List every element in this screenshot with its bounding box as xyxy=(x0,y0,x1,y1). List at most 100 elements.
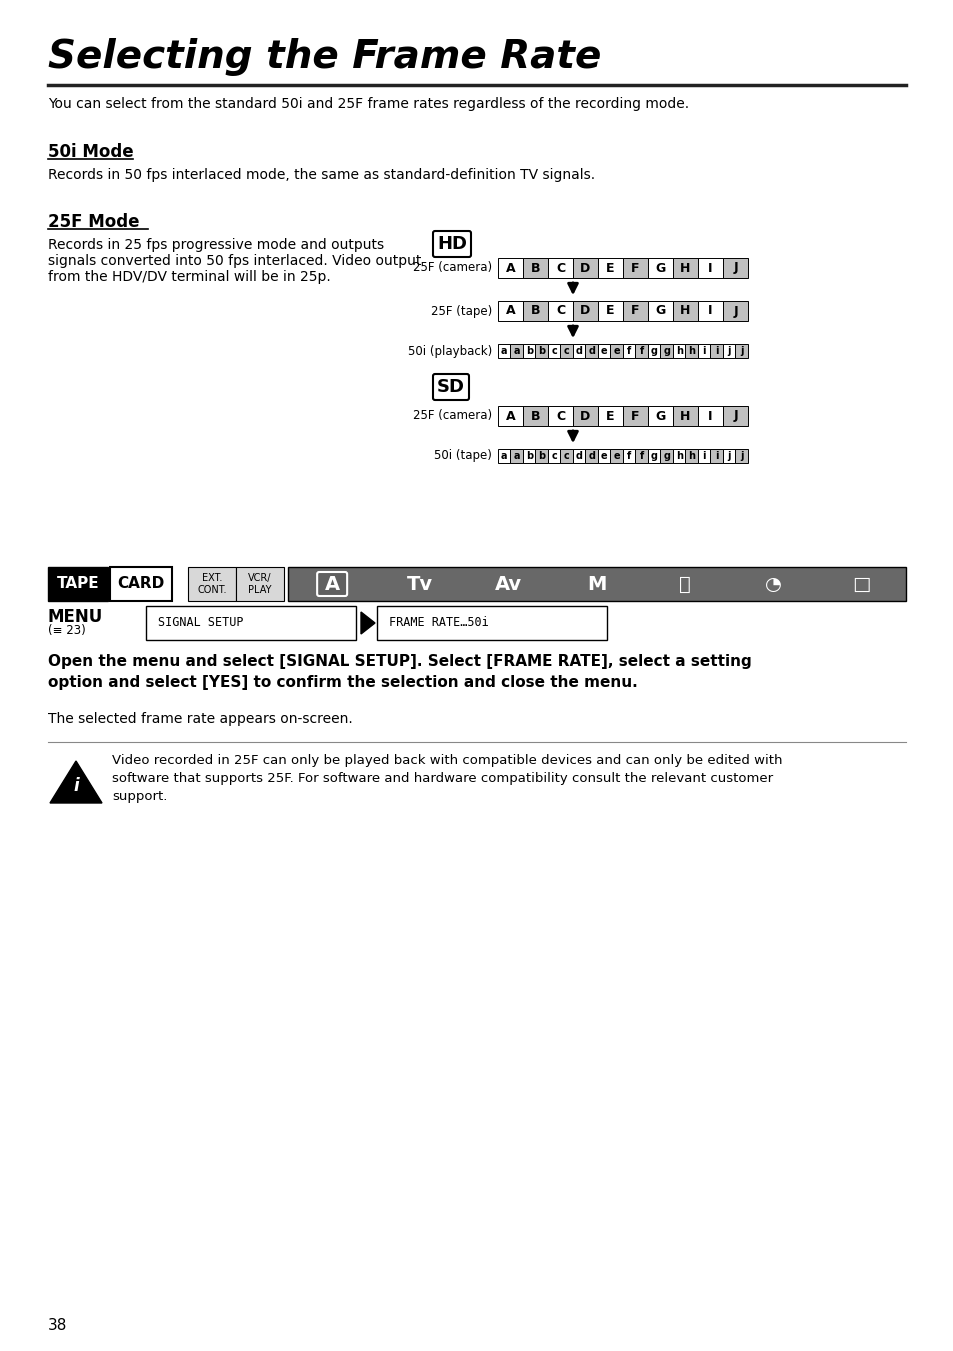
Text: SD: SD xyxy=(436,378,464,396)
Text: ⛰: ⛰ xyxy=(679,574,690,593)
Text: E: E xyxy=(605,262,614,274)
Bar xyxy=(735,345,747,358)
Bar xyxy=(510,345,522,358)
Text: h: h xyxy=(675,451,682,461)
Text: j: j xyxy=(740,346,742,357)
Bar xyxy=(573,258,598,278)
Text: B: B xyxy=(530,304,539,317)
Text: a: a xyxy=(500,346,507,357)
Bar xyxy=(722,258,747,278)
FancyBboxPatch shape xyxy=(433,374,469,400)
Bar xyxy=(635,345,647,358)
FancyBboxPatch shape xyxy=(433,231,471,257)
Text: G: G xyxy=(655,262,665,274)
Text: H: H xyxy=(679,304,690,317)
Text: 25F (camera): 25F (camera) xyxy=(413,409,492,423)
Bar xyxy=(622,449,635,463)
Bar xyxy=(722,449,735,463)
Text: VCR/
PLAY: VCR/ PLAY xyxy=(248,573,272,594)
Text: F: F xyxy=(631,304,639,317)
Text: Tv: Tv xyxy=(407,574,433,593)
Bar xyxy=(585,449,598,463)
Text: SIGNAL SETUP: SIGNAL SETUP xyxy=(158,616,243,630)
Bar xyxy=(522,407,547,426)
Bar xyxy=(647,407,672,426)
Bar xyxy=(188,567,235,601)
Bar xyxy=(647,301,672,322)
Bar xyxy=(235,567,284,601)
Text: d: d xyxy=(588,451,595,461)
Bar xyxy=(685,449,698,463)
Text: 50i (playback): 50i (playback) xyxy=(407,345,492,358)
Text: TAPE: TAPE xyxy=(56,577,99,592)
Text: E: E xyxy=(605,304,614,317)
Bar xyxy=(635,449,647,463)
Bar xyxy=(497,301,522,322)
Bar xyxy=(698,301,722,322)
Bar xyxy=(610,449,622,463)
Text: CARD: CARD xyxy=(117,577,165,592)
Text: E: E xyxy=(605,409,614,423)
Bar xyxy=(547,301,573,322)
Text: b: b xyxy=(525,451,533,461)
Bar xyxy=(685,345,698,358)
Text: j: j xyxy=(740,451,742,461)
Bar xyxy=(735,449,747,463)
Text: c: c xyxy=(563,346,569,357)
Text: The selected frame rate appears on-screen.: The selected frame rate appears on-scree… xyxy=(48,712,353,725)
Bar xyxy=(522,258,547,278)
Text: 38: 38 xyxy=(48,1319,68,1333)
Bar xyxy=(547,345,560,358)
Text: D: D xyxy=(579,262,590,274)
Text: b: b xyxy=(537,451,545,461)
Text: a: a xyxy=(513,451,519,461)
Text: d: d xyxy=(576,346,582,357)
Bar xyxy=(573,449,585,463)
Text: H: H xyxy=(679,409,690,423)
Text: a: a xyxy=(513,346,519,357)
Bar xyxy=(497,345,510,358)
Text: □: □ xyxy=(852,574,870,593)
Bar xyxy=(573,301,598,322)
Text: Open the menu and select [SIGNAL SETUP]. Select [FRAME RATE], select a setting
o: Open the menu and select [SIGNAL SETUP].… xyxy=(48,654,751,690)
Text: j: j xyxy=(727,346,730,357)
Text: C: C xyxy=(556,262,564,274)
Text: B: B xyxy=(530,262,539,274)
Bar xyxy=(672,345,685,358)
Text: I: I xyxy=(707,262,712,274)
Bar xyxy=(622,407,647,426)
Text: g: g xyxy=(650,451,657,461)
Bar xyxy=(710,449,722,463)
Bar xyxy=(698,449,710,463)
Bar xyxy=(560,449,573,463)
Bar xyxy=(288,567,905,601)
Bar xyxy=(497,449,510,463)
Text: 25F (camera): 25F (camera) xyxy=(413,262,492,274)
Text: i: i xyxy=(701,346,705,357)
Bar xyxy=(560,345,573,358)
Text: d: d xyxy=(576,451,582,461)
Text: J: J xyxy=(733,262,737,274)
Text: You can select from the standard 50i and 25F frame rates regardless of the recor: You can select from the standard 50i and… xyxy=(48,97,688,111)
Bar xyxy=(698,407,722,426)
Bar xyxy=(622,345,635,358)
Text: f: f xyxy=(626,451,631,461)
Text: D: D xyxy=(579,304,590,317)
Text: A: A xyxy=(505,409,515,423)
Bar xyxy=(522,301,547,322)
Bar xyxy=(722,345,735,358)
Text: Video recorded in 25F can only be played back with compatible devices and can on: Video recorded in 25F can only be played… xyxy=(112,754,781,802)
Bar xyxy=(622,301,647,322)
Text: A: A xyxy=(505,304,515,317)
Text: e: e xyxy=(613,451,619,461)
Bar xyxy=(522,449,535,463)
Text: H: H xyxy=(679,262,690,274)
Bar xyxy=(547,407,573,426)
Text: d: d xyxy=(588,346,595,357)
Text: F: F xyxy=(631,262,639,274)
Text: j: j xyxy=(727,451,730,461)
Bar xyxy=(535,345,547,358)
Text: FRAME RATE…50i: FRAME RATE…50i xyxy=(389,616,488,630)
Text: I: I xyxy=(707,304,712,317)
Bar xyxy=(722,301,747,322)
